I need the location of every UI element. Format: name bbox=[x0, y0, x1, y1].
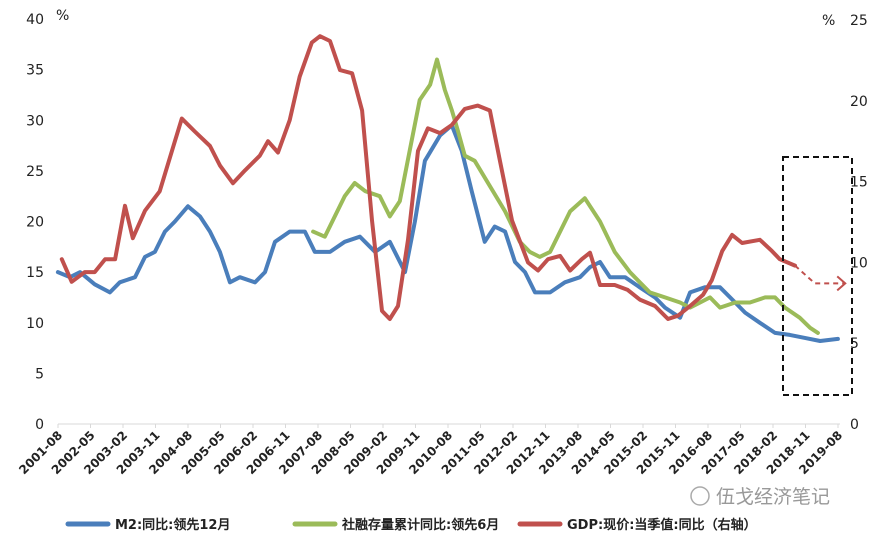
left-axis: 0 5 10 15 20 25 30 35 40 bbox=[26, 12, 44, 433]
highlight-dashed-box bbox=[782, 156, 853, 396]
legend-label: M2:同比:领先12月 bbox=[115, 517, 230, 533]
right-axis-unit: % bbox=[822, 13, 835, 29]
left-axis-unit: % bbox=[56, 8, 69, 24]
series-line-0 bbox=[55, 123, 840, 343]
left-tick-label: 5 bbox=[35, 366, 44, 382]
watermark-text: 伍戈经济笔记 bbox=[716, 486, 830, 508]
right-tick-label: 10 bbox=[850, 255, 868, 271]
right-tick-label: 15 bbox=[850, 175, 868, 191]
left-tick-label: 20 bbox=[26, 215, 44, 231]
left-tick-label: 15 bbox=[26, 265, 44, 281]
legend-label: 社融存量累计同比:领先6月 bbox=[341, 517, 499, 533]
right-tick-label: 0 bbox=[850, 417, 859, 433]
left-tick-label: 35 bbox=[26, 63, 44, 79]
left-tick-label: 0 bbox=[35, 417, 44, 433]
series-line-2 bbox=[59, 34, 797, 321]
right-tick-label: 5 bbox=[850, 336, 859, 352]
right-tick-label: 20 bbox=[850, 94, 868, 110]
right-axis: 0 5 10 15 20 25 bbox=[850, 13, 868, 433]
legend: M2:同比:领先12月 社融存量累计同比:领先6月 GDP:现价:当季值:同比（右轴… bbox=[65, 517, 757, 533]
legend-label: GDP:现价:当季值:同比（右轴） bbox=[567, 517, 757, 533]
right-tick-label: 25 bbox=[850, 13, 868, 29]
series-lines bbox=[55, 34, 847, 343]
wechat-icon bbox=[690, 486, 710, 506]
x-axis: 2001-082002-052003-022003-112004-082005-… bbox=[16, 424, 845, 477]
left-tick-label: 10 bbox=[26, 316, 44, 332]
watermark: 伍戈经济笔记 bbox=[690, 486, 830, 508]
left-tick-label: 30 bbox=[26, 113, 44, 129]
gdp-projection-dashed-line bbox=[794, 264, 846, 285]
left-tick-label: 40 bbox=[26, 12, 44, 28]
arrow-head-icon bbox=[836, 275, 847, 292]
series-line-1 bbox=[311, 57, 820, 335]
left-tick-label: 25 bbox=[26, 164, 44, 180]
